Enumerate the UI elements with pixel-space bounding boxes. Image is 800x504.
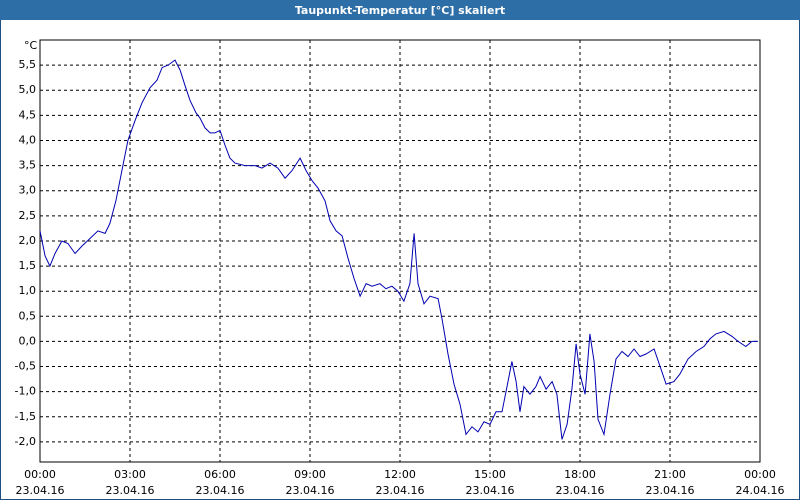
x-tick-date: 23.04.16 bbox=[556, 484, 605, 497]
x-tick-date: 23.04.16 bbox=[196, 484, 245, 497]
y-tick-label: -2,0 bbox=[15, 435, 36, 448]
x-tick-label: 21:00 bbox=[654, 468, 686, 481]
x-tick-label: 06:00 bbox=[204, 468, 236, 481]
x-tick-date: 23.04.16 bbox=[286, 484, 335, 497]
y-tick-label: 4,5 bbox=[19, 108, 37, 121]
y-tick-label: 1,0 bbox=[19, 284, 37, 297]
y-tick-label: 4,0 bbox=[19, 133, 37, 146]
x-tick-label: 18:00 bbox=[564, 468, 596, 481]
x-tick-label: 15:00 bbox=[474, 468, 506, 481]
y-tick-label: -0,5 bbox=[15, 360, 36, 373]
x-tick-date: 23.04.16 bbox=[376, 484, 425, 497]
y-tick-label: 1,5 bbox=[19, 259, 37, 272]
x-tick-date: 23.04.16 bbox=[106, 484, 155, 497]
x-tick-label: 12:00 bbox=[384, 468, 416, 481]
x-tick-date: 24.04.16 bbox=[736, 484, 785, 497]
y-tick-label: 0,0 bbox=[19, 334, 37, 347]
y-tick-label: -1,0 bbox=[15, 385, 36, 398]
y-tick-label: -1,5 bbox=[15, 410, 36, 423]
x-tick-date: 23.04.16 bbox=[466, 484, 515, 497]
x-tick-label: 00:00 bbox=[744, 468, 776, 481]
chart-title: Taupunkt-Temperatur [°C] skaliert bbox=[295, 4, 505, 17]
x-tick-label: 09:00 bbox=[294, 468, 326, 481]
y-tick-label: 0,5 bbox=[19, 309, 37, 322]
x-tick-date: 23.04.16 bbox=[646, 484, 695, 497]
y-unit: °C bbox=[24, 39, 38, 52]
title-bar bbox=[0, 0, 800, 20]
y-tick-label: 5,0 bbox=[19, 83, 37, 96]
y-tick-label: 2,5 bbox=[19, 209, 37, 222]
y-tick-label: 3,5 bbox=[19, 159, 37, 172]
x-tick-date: 23.04.16 bbox=[16, 484, 65, 497]
y-tick-label: 5,5 bbox=[19, 58, 37, 71]
data-line bbox=[39, 59, 758, 440]
y-tick-label: 3,0 bbox=[19, 184, 37, 197]
x-tick-label: 00:00 bbox=[24, 468, 56, 481]
y-tick-label: 2,0 bbox=[19, 234, 37, 247]
x-tick-label: 03:00 bbox=[114, 468, 146, 481]
